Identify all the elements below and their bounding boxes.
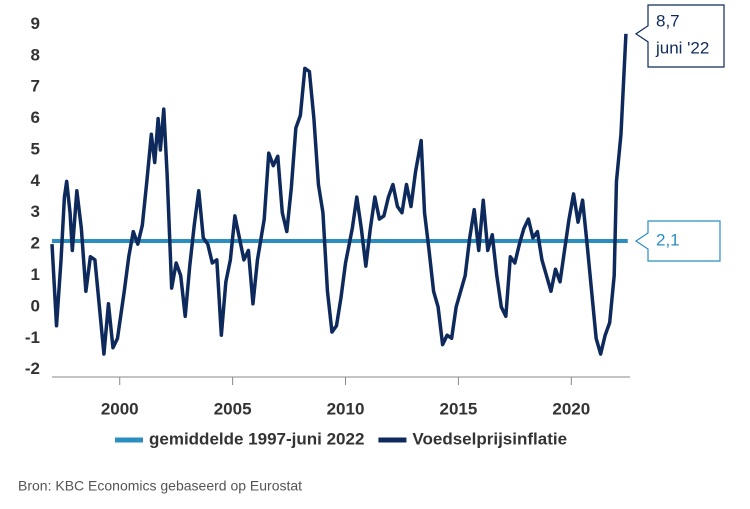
y-tick-label: 2 xyxy=(31,234,40,253)
y-tick-label: -1 xyxy=(25,328,40,347)
series-line xyxy=(50,33,628,356)
legend-label: gemiddelde 1997-juni 2022 xyxy=(149,429,364,448)
legend-label: Voedselprijsinflatie xyxy=(412,429,567,448)
x-tick-label: 2000 xyxy=(101,399,139,418)
callout-label: 8,7 xyxy=(656,11,680,30)
y-tick-label: 4 xyxy=(31,171,41,190)
callout-sublabel: juni '22 xyxy=(655,38,709,57)
x-tick-label: 2015 xyxy=(439,399,477,418)
source: Bron: KBC Economics gebaseerd op Eurosta… xyxy=(18,478,302,494)
callout-box xyxy=(634,4,725,68)
y-tick-label: 5 xyxy=(31,139,40,158)
y-tick-label: 8 xyxy=(31,45,40,64)
callout-box xyxy=(634,220,721,262)
x-tick-label: 2010 xyxy=(327,399,365,418)
y-tick-label: -2 xyxy=(25,359,40,378)
x-tick-label: 2020 xyxy=(552,399,590,418)
x-tick-label: 2005 xyxy=(214,399,252,418)
y-tick-label: 9 xyxy=(31,14,40,33)
callout-label: 2,1 xyxy=(656,231,680,250)
y-tick-label: 1 xyxy=(31,265,40,284)
y-tick-label: 3 xyxy=(31,202,40,221)
y-tick-label: 6 xyxy=(31,108,40,127)
y-tick-label: 0 xyxy=(31,296,40,315)
y-tick-label: 7 xyxy=(31,77,40,96)
